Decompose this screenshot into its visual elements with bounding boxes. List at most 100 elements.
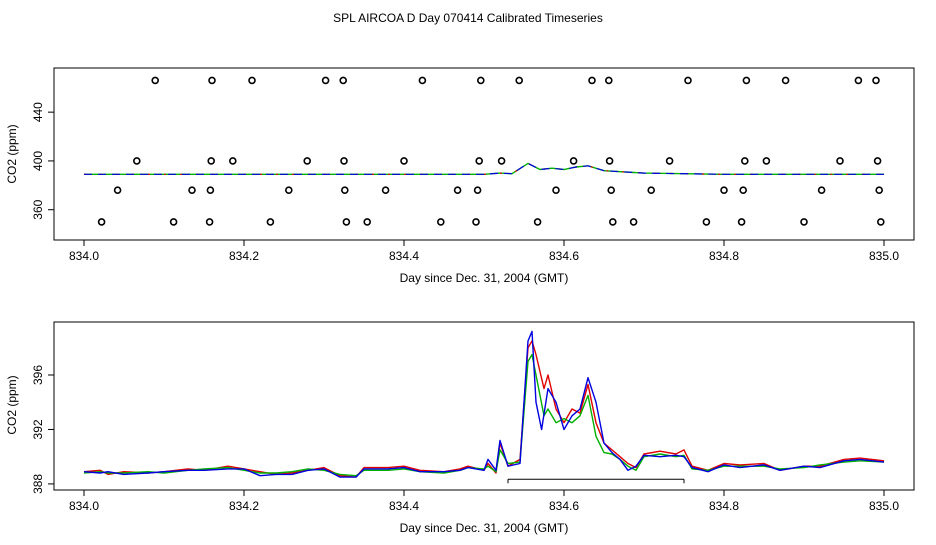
data-point: [647, 186, 656, 194]
data-point: [836, 157, 844, 165]
x-tick-label: 834.2: [229, 249, 259, 263]
y-tick-label: 392: [31, 419, 45, 439]
data-point: [740, 157, 749, 165]
x-tick-label: 834.8: [709, 249, 739, 263]
data-point: [472, 218, 480, 226]
bottom-bracket: [507, 478, 685, 484]
bottom-plot-frame: [53, 321, 915, 491]
data-point: [762, 157, 771, 165]
data-point: [340, 186, 349, 194]
bottom-y-label: CO2 (ppm): [5, 375, 19, 434]
series-line-blue: [83, 330, 885, 478]
data-point: [133, 157, 141, 165]
x-tick-label: 834.0: [69, 249, 99, 263]
top-x-label: Day since Dec. 31, 2004 (GMT): [400, 271, 569, 285]
y-tick-label: 396: [31, 365, 45, 385]
data-point: [497, 157, 506, 165]
data-point: [342, 218, 351, 226]
series-line-red: [83, 340, 885, 478]
top-chart: 834.0 834.2 834.4 834.6 834.8 835.0360400440 …: [5, 67, 915, 285]
top-axes: 834.0 834.2 834.4 834.6 834.8 835.0 360 400 440: [31, 102, 899, 263]
data-point: [188, 186, 196, 194]
data-point: [284, 186, 293, 194]
bottom-series: [83, 330, 885, 478]
top-reference-lines: [84, 162, 884, 176]
data-point: [552, 186, 560, 194]
data-point: [205, 218, 214, 226]
data-point: [381, 186, 390, 194]
data-point: [588, 76, 596, 85]
data-point: [665, 157, 674, 165]
data-point: [363, 218, 372, 226]
data-point: [872, 76, 880, 85]
reference-line-green: [84, 162, 884, 176]
data-point: [321, 76, 330, 85]
data-point: [876, 218, 885, 226]
data-point: [339, 76, 348, 85]
top-plot-frame: [53, 67, 915, 241]
reference-line-red: [84, 162, 884, 175]
x-tick-label: 834.2: [229, 499, 259, 513]
series-line-green: [83, 353, 885, 477]
data-point: [206, 186, 215, 194]
data-point: [737, 218, 746, 226]
data-point: [781, 76, 790, 85]
data-point: [475, 157, 484, 165]
page-title: SPL AIRCOA D Day 070414 Calibrated Times…: [333, 11, 603, 25]
data-point: [303, 157, 312, 165]
top-y-label: CO2 (ppm): [5, 124, 19, 183]
data-point: [266, 218, 275, 226]
data-point: [453, 186, 462, 194]
data-point: [720, 186, 728, 194]
x-tick-label: 834.4: [389, 499, 419, 513]
data-point: [742, 76, 751, 85]
data-point: [207, 157, 215, 165]
data-point: [607, 186, 616, 194]
data-point: [97, 218, 106, 226]
x-tick-label: 835.0: [869, 499, 899, 513]
data-point: [875, 186, 884, 194]
data-point: [229, 157, 237, 165]
y-tick-label: 440: [31, 102, 45, 122]
data-point: [873, 157, 882, 165]
data-point: [476, 76, 485, 85]
data-point: [629, 218, 638, 226]
y-tick-label: 400: [31, 151, 45, 171]
data-point: [604, 76, 613, 85]
data-point: [208, 76, 216, 85]
bottom-axes: 834.0 834.2 834.4 834.6 834.8 835.0 388 392 396: [31, 365, 899, 513]
data-point: [533, 218, 542, 226]
x-tick-label: 834.6: [549, 499, 579, 513]
data-point: [515, 76, 524, 85]
x-tick-label: 834.4: [389, 249, 419, 263]
data-point: [608, 218, 617, 226]
data-point: [418, 76, 427, 85]
data-point: [569, 157, 578, 165]
data-point: [169, 218, 178, 226]
x-tick-label: 835.0: [869, 249, 899, 263]
bottom-chart: 834.0 834.2 834.4 834.6 834.8 835.0388392396 …: [5, 321, 915, 535]
data-point: [400, 157, 408, 165]
x-tick-label: 834.6: [549, 249, 579, 263]
data-point: [113, 186, 122, 194]
data-point: [605, 157, 614, 165]
reference-line-blue: [84, 162, 884, 175]
data-point: [702, 218, 711, 226]
data-point: [473, 186, 482, 194]
data-point: [248, 76, 256, 85]
x-tick-label: 834.8: [709, 499, 739, 513]
x-tick-label: 834.0: [69, 499, 99, 513]
data-point: [739, 186, 748, 194]
data-point: [684, 76, 692, 85]
y-tick-label: 360: [31, 199, 45, 219]
data-point: [854, 76, 863, 85]
data-point: [151, 76, 159, 85]
bottom-x-label: Day since Dec. 31, 2004 (GMT): [400, 521, 569, 535]
data-point: [817, 186, 826, 194]
data-point: [340, 157, 348, 165]
data-point: [800, 218, 808, 226]
y-tick-label: 388: [31, 474, 45, 494]
top-points: [97, 76, 885, 226]
data-point: [436, 218, 445, 226]
